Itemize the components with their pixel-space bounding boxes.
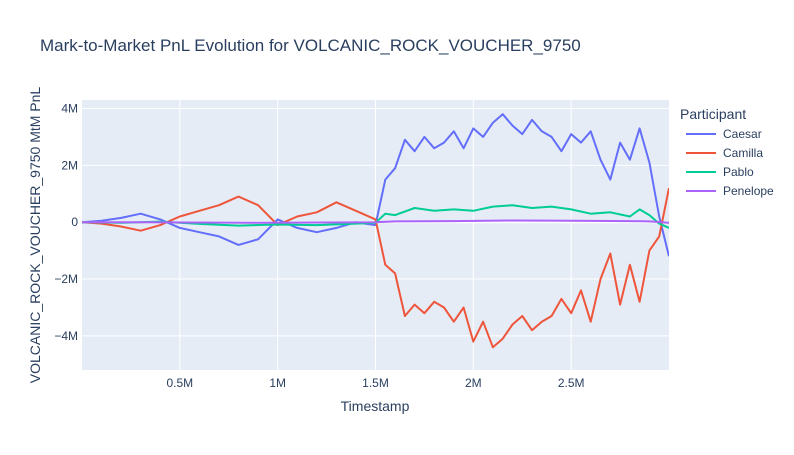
- series-lines: [82, 113, 669, 349]
- x-tick-label: 1M: [269, 376, 286, 390]
- legend-title: Participant: [680, 106, 746, 122]
- series-line-camilla: [82, 187, 669, 349]
- legend-label-penelope[interactable]: Penelope: [723, 184, 774, 198]
- x-axis-label: Timestamp: [341, 398, 410, 414]
- legend: Participant Caesar Camilla Pablo Penelope: [680, 106, 774, 198]
- x-tick-label: 2M: [465, 376, 482, 390]
- series-line-pablo: [82, 204, 669, 229]
- legend-label-camilla[interactable]: Camilla: [723, 146, 763, 160]
- x-tick-label: 2.5M: [558, 376, 585, 390]
- y-tick-label: −4M: [54, 329, 78, 343]
- y-tick-label: 0: [71, 215, 78, 229]
- legend-label-pablo[interactable]: Pablo: [723, 165, 754, 179]
- series-line-caesar: [82, 113, 669, 257]
- y-axis-label: VOLCANIC_ROCK_VOUCHER_9750 MtM PnL: [27, 87, 43, 384]
- legend-items: Caesar Camilla Pablo Penelope: [686, 127, 774, 198]
- y-tick-label: 2M: [61, 158, 78, 172]
- legend-label-caesar[interactable]: Caesar: [723, 127, 762, 141]
- y-tick-label: −2M: [54, 272, 78, 286]
- chart-title: Mark-to-Market PnL Evolution for VOLCANI…: [40, 36, 581, 55]
- series-line-penelope: [82, 219, 669, 224]
- y-tick-label: 4M: [61, 102, 78, 116]
- x-tick-label: 1.5M: [362, 376, 389, 390]
- axis-tick-labels: 0.5M 1M 1.5M 2M 2.5M 4M 2M 0 −2M −4M: [54, 102, 584, 390]
- x-tick-label: 0.5M: [166, 376, 193, 390]
